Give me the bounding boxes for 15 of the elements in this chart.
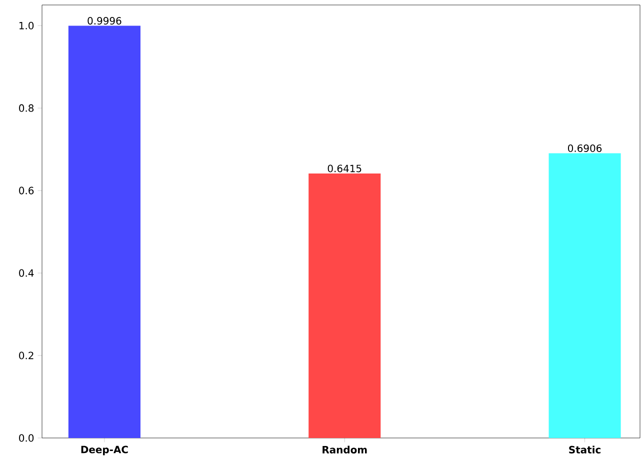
data-label: 0.9996 bbox=[88, 17, 122, 25]
x-tick-label: Static bbox=[569, 446, 600, 454]
y-tick-label: 0.6 bbox=[19, 186, 34, 194]
x-tick-label: Deep-AC bbox=[81, 446, 128, 456]
y-tick-label: 1.0 bbox=[19, 22, 34, 30]
x-tick-label: Random bbox=[322, 446, 367, 454]
bar bbox=[68, 26, 140, 438]
y-tick-label: 0.4 bbox=[19, 269, 34, 277]
bar bbox=[308, 173, 381, 438]
y-tick-label: 0.2 bbox=[19, 352, 34, 360]
data-label: 0.6906 bbox=[568, 144, 602, 152]
bar bbox=[548, 153, 621, 438]
y-tick-label: 0.8 bbox=[19, 104, 34, 112]
y-tick-label: 0.0 bbox=[19, 434, 34, 442]
data-label: 0.6415 bbox=[328, 164, 362, 172]
